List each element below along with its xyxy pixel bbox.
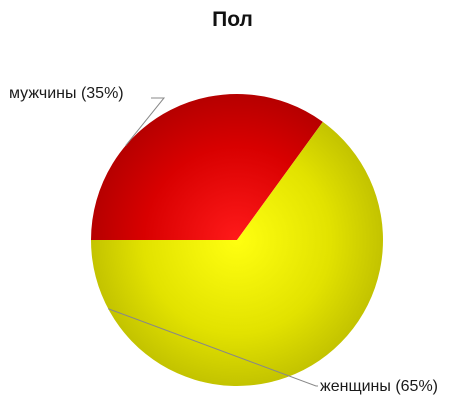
slice-labels-layer: мужчины (35%) женщины (65%) <box>9 85 438 395</box>
slice-label: мужчины (35%) <box>9 85 124 102</box>
slice-label: женщины (65%) <box>320 378 438 395</box>
pie-slice <box>91 94 323 241</box>
leader-line <box>125 97 166 146</box>
leader-lines-layer <box>108 97 318 387</box>
slices-layer <box>91 94 384 387</box>
chart-title: Пол <box>212 8 253 31</box>
leader-line <box>108 308 318 387</box>
pie-slice <box>91 121 384 387</box>
